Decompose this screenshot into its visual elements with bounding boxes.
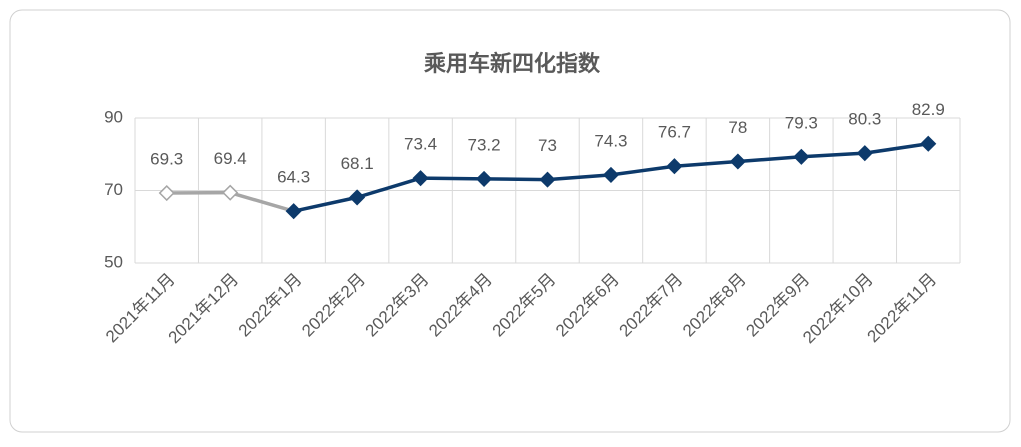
y-tick-label: 50 — [104, 252, 123, 271]
data-label: 73.2 — [467, 135, 500, 154]
y-tick-label: 70 — [104, 180, 123, 199]
data-label: 76.7 — [658, 123, 691, 142]
data-label: 73 — [538, 136, 557, 155]
data-label: 82.9 — [912, 100, 945, 119]
data-label: 74.3 — [594, 131, 627, 150]
chart-title: 乘用车新四化指数 — [423, 51, 601, 76]
y-tick-label: 90 — [104, 107, 123, 126]
data-label: 64.3 — [277, 168, 310, 187]
data-label: 80.3 — [848, 110, 881, 129]
data-label: 69.3 — [150, 150, 183, 169]
data-label: 69.4 — [214, 149, 247, 168]
line-segment — [484, 179, 547, 180]
data-label: 73.4 — [404, 135, 437, 154]
data-label: 78 — [728, 118, 747, 137]
line-segment — [421, 178, 484, 179]
data-label: 79.3 — [785, 113, 818, 132]
data-label: 68.1 — [341, 154, 374, 173]
